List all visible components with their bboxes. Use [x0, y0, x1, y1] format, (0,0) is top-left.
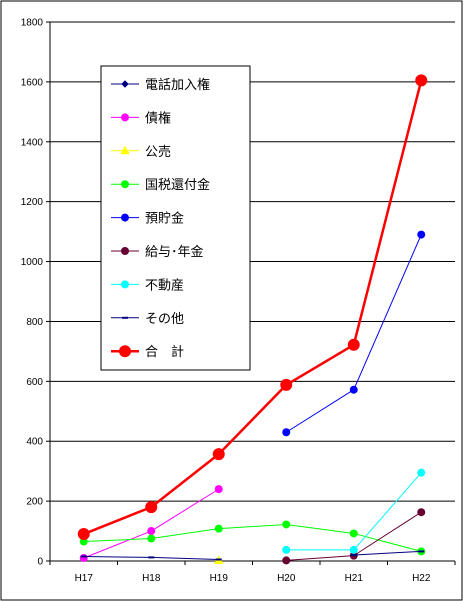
- y-tick-label: 1600: [21, 77, 44, 88]
- data-point: [282, 520, 291, 529]
- legend-swatch-marker: [119, 345, 131, 358]
- x-tick-label: H20: [277, 573, 296, 584]
- legend-swatch-marker: [121, 180, 129, 189]
- series-line-segment: [285, 343, 355, 387]
- data-point: [417, 508, 426, 517]
- data-point: [145, 501, 158, 514]
- legend-label: 合 計: [145, 344, 184, 360]
- y-tick-label: 1400: [21, 137, 44, 148]
- legend-entry: 合 計: [111, 344, 184, 360]
- legend-entry: 不動産: [111, 277, 184, 293]
- series-line-segment: [218, 523, 287, 530]
- legend-swatch-marker: [121, 80, 129, 88]
- grid-lines: [50, 21, 455, 502]
- legend-label: 公売: [145, 144, 171, 160]
- y-tick-label: 1000: [21, 257, 44, 268]
- legend-entry: その他: [111, 312, 184, 327]
- legend-entry: 債権: [111, 110, 171, 126]
- legend-label: 不動産: [145, 277, 184, 293]
- series-line-segment: [83, 530, 152, 559]
- legend-swatch-marker: [120, 145, 130, 155]
- y-tick-label: 800: [26, 317, 43, 328]
- x-tick-label: H17: [75, 573, 94, 584]
- legend-swatch-marker: [121, 113, 129, 122]
- series-line-segment: [353, 550, 422, 556]
- x-tick-label: H21: [345, 573, 364, 584]
- data-point: [417, 230, 426, 239]
- y-tick-label: 200: [26, 497, 43, 508]
- series-line-segment: [285, 389, 355, 433]
- data-point: [349, 385, 358, 394]
- legend-entry: 電話加入権: [111, 77, 210, 93]
- legend-swatch-marker: [121, 247, 129, 255]
- legend-entry: 預貯金: [111, 211, 184, 227]
- x-tick-label: H19: [210, 573, 229, 584]
- series-8: [77, 74, 428, 541]
- data-point: [214, 485, 223, 494]
- series-line-segment: [151, 528, 219, 540]
- y-tick-label: 1200: [21, 197, 44, 208]
- data-point: [417, 468, 426, 477]
- data-point: [349, 545, 358, 554]
- data-point: [77, 528, 90, 541]
- series-line-segment: [286, 555, 354, 561]
- series-6: [282, 468, 426, 554]
- series-4: [282, 230, 426, 437]
- y-tick-label: 600: [26, 377, 43, 388]
- data-point: [349, 529, 358, 538]
- series-line-segment: [352, 80, 423, 346]
- legend-swatch-marker: [121, 280, 129, 289]
- data-point: [415, 74, 428, 87]
- data-point: [147, 534, 156, 543]
- data-point: [347, 338, 360, 351]
- series-line-segment: [83, 505, 152, 536]
- legend-label: 電話加入権: [145, 77, 210, 93]
- x-tick-label: H22: [412, 573, 431, 584]
- series-line-segment: [353, 234, 422, 390]
- series-5: [282, 508, 426, 565]
- series-line-segment: [286, 523, 354, 534]
- legend-entry: 給与･年金: [111, 244, 204, 260]
- series-line-segment: [83, 556, 152, 558]
- x-tick-label: H18: [142, 573, 161, 584]
- legend-swatch-marker: [121, 213, 129, 222]
- y-tick-label: 1800: [21, 18, 44, 29]
- series-line-segment: [150, 488, 220, 532]
- data-point: [282, 428, 291, 437]
- y-tick-label: 400: [26, 437, 43, 448]
- series-7: [80, 550, 425, 561]
- series-line-segment: [353, 472, 422, 551]
- axes: 0 200 400 600 800 1000 1200 1400 1600 1800 H17 H18 H…: [21, 18, 456, 584]
- legend-label: 預貯金: [145, 211, 184, 227]
- series-1: [79, 485, 223, 563]
- y-tick-label: 0: [37, 557, 43, 568]
- series-line-segment: [217, 384, 288, 455]
- data-point: [212, 448, 225, 461]
- legend-entry: 国税還付金: [111, 177, 210, 193]
- data-point: [282, 545, 291, 554]
- series-layer: [77, 74, 428, 565]
- series-line-segment: [83, 538, 152, 543]
- legend-entry: 公売: [111, 144, 171, 160]
- data-point: [280, 378, 293, 391]
- series-line-segment: [151, 556, 219, 561]
- data-point: [147, 527, 156, 536]
- legend-label: その他: [145, 312, 184, 327]
- data-point: [282, 556, 291, 565]
- data-point: [214, 524, 223, 533]
- legend-label: 国税還付金: [145, 177, 210, 193]
- legend-label: 給与･年金: [145, 244, 204, 260]
- series-line-segment: [150, 453, 220, 509]
- series-line-segment: [353, 511, 422, 557]
- legend-label: 債権: [145, 110, 171, 126]
